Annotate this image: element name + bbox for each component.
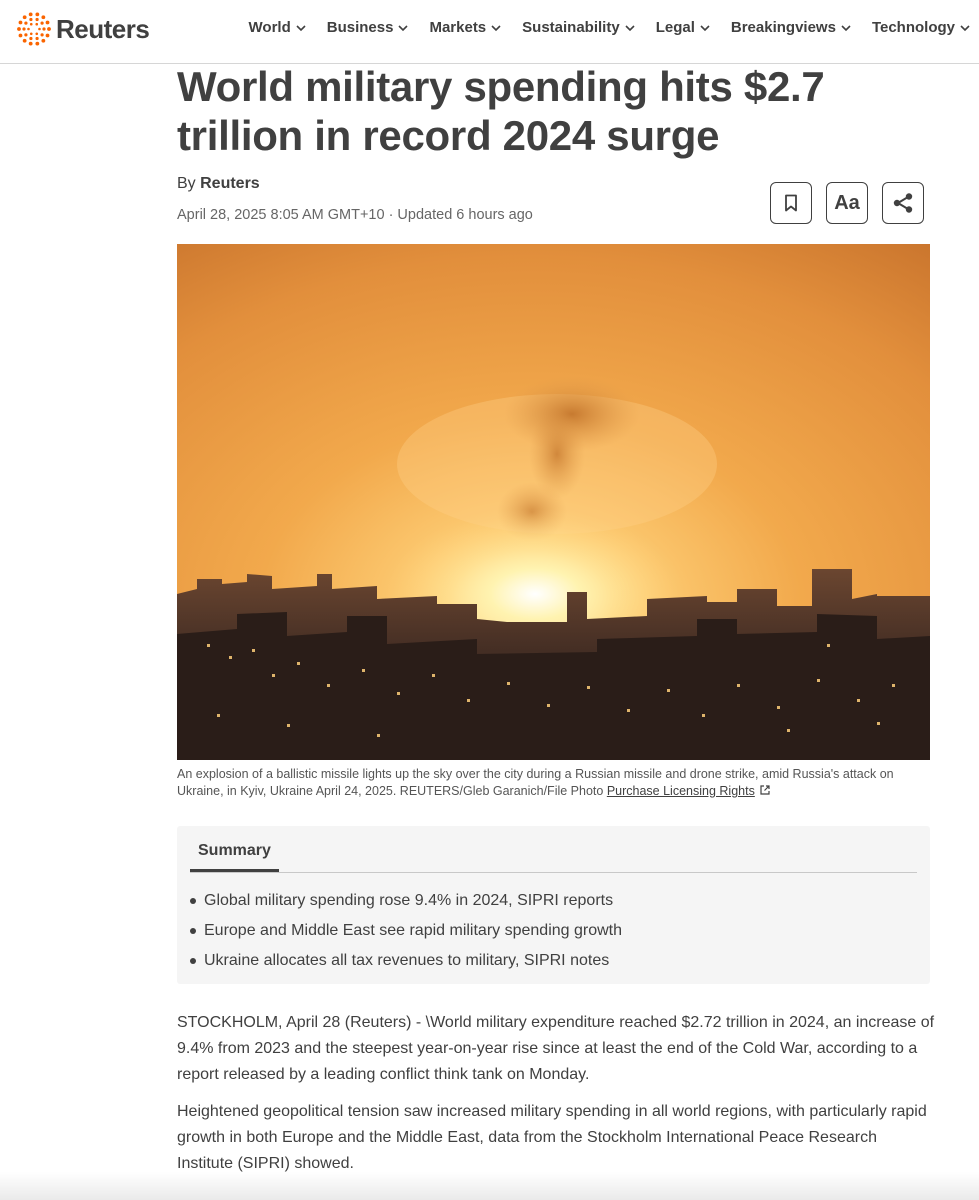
text-size-button[interactable]: Aa [826,182,868,224]
logo-dot [29,17,33,22]
logo-dot [41,38,46,43]
nav-item-business[interactable]: Business [327,19,410,36]
summary-point-text: Ukraine allocates all tax revenues to mi… [204,952,610,969]
nav-item-legal[interactable]: Legal [656,19,711,36]
summary-list: Global military spending rose 9.4% in 20… [190,886,622,976]
summary-box: Summary Global military spending rose 9.… [177,826,930,984]
logo-dot [35,36,39,41]
nav-item-sustainability[interactable]: Sustainability [522,19,636,36]
logo-dot [29,22,33,26]
purchase-licensing-link[interactable]: Purchase Licensing Rights [606,784,755,798]
summary-tab[interactable]: Summary [190,842,279,872]
article-paragraph: Heightened geopolitical tension saw incr… [177,1103,927,1172]
logo-dot [28,12,33,17]
summary-point: Ukraine allocates all tax revenues to mi… [190,946,622,976]
reuters-logo[interactable]: Reuters [16,11,150,47]
external-link-icon [760,785,770,795]
logo-dot [45,33,50,38]
bullet-icon [190,898,196,904]
logo-dot [29,32,33,36]
nav-item-label: Technology [871,19,955,36]
byline-prefix: By [177,175,196,192]
author-link[interactable]: Reuters [200,175,260,192]
logo-dot [41,15,46,20]
logo-dot [24,21,28,25]
byline: By Reuters [177,175,260,193]
nav-item-markets[interactable]: Markets [429,19,502,36]
logo-dot [38,27,41,31]
nav-item-label: World [248,19,291,36]
explosion-photo [177,244,930,760]
nav-item-world[interactable]: World [249,19,307,36]
logo-dot [35,41,40,46]
text-size-label: Aa [834,191,860,214]
logo-dot [35,32,39,36]
logo-dot [35,12,40,17]
chevron-down-icon [491,24,501,31]
article-paragraph: STOCKHOLM, April 28 (Reuters) - \World m… [177,1014,935,1083]
share-icon [893,193,913,213]
chevron-down-icon [700,24,710,31]
logo-dot [18,33,23,38]
logo-dot [40,21,44,25]
logo-dot [22,27,26,31]
bookmark-button[interactable] [770,182,812,224]
bookmark-icon [785,194,797,212]
logo-dot [35,22,39,26]
logo-dot [47,27,51,31]
summary-point: Europe and Middle East see rapid militar… [190,916,622,946]
logo-dot [42,27,46,31]
brand-name: Reuters [56,13,150,44]
summary-point-text: Global military spending rose 9.4% in 20… [204,892,614,909]
logo-dot [22,38,27,43]
logo-dot [18,20,23,25]
chevron-down-icon [841,24,851,31]
logo-dot [28,41,33,46]
logo-dot [29,36,33,41]
share-button[interactable] [882,182,924,224]
logo-dot [22,15,27,20]
bullet-icon [190,958,196,964]
reuters-logo-icon [17,12,51,46]
nav-item-label: Business [326,19,394,36]
logo-dot [24,33,28,37]
logo-dot [35,17,39,22]
main-nav: World Business Markets Sustainability Le… [229,19,971,36]
chevron-down-icon [398,24,409,31]
page-bottom-fade [0,1172,979,1200]
nav-item-label: Markets [429,19,487,36]
article-photo[interactable] [177,244,930,760]
photo-caption: An explosion of a ballistic missile ligh… [177,766,937,800]
nav-item-label: Legal [655,19,695,36]
chevron-down-icon [625,24,635,31]
article-dateline: April 28, 2025 8:05 AM GMT+10 · Updated … [177,207,533,223]
site-header: Reuters World Business Markets Sustainab… [0,0,979,64]
bullet-icon [190,928,196,934]
article-headline: World military spending hits $2.7 trilli… [177,63,825,159]
logo-dot [27,27,30,31]
chevron-down-icon [296,24,306,31]
nav-item-label: Breakingviews [730,19,836,36]
caption-text: An explosion of a ballistic missile ligh… [177,767,894,798]
nav-item-label: Sustainability [522,19,620,36]
nav-item-technology[interactable]: Technology [872,19,971,36]
logo-dot [40,33,44,37]
logo-dot [17,27,21,31]
article-tools: Aa [770,182,924,224]
logo-dot [45,20,50,25]
chevron-down-icon [960,24,970,31]
nav-item-breakingviews[interactable]: Breakingviews [731,19,852,36]
summary-point-text: Europe and Middle East see rapid militar… [204,922,623,939]
summary-divider [190,872,917,873]
summary-point: Global military spending rose 9.4% in 20… [190,886,622,916]
